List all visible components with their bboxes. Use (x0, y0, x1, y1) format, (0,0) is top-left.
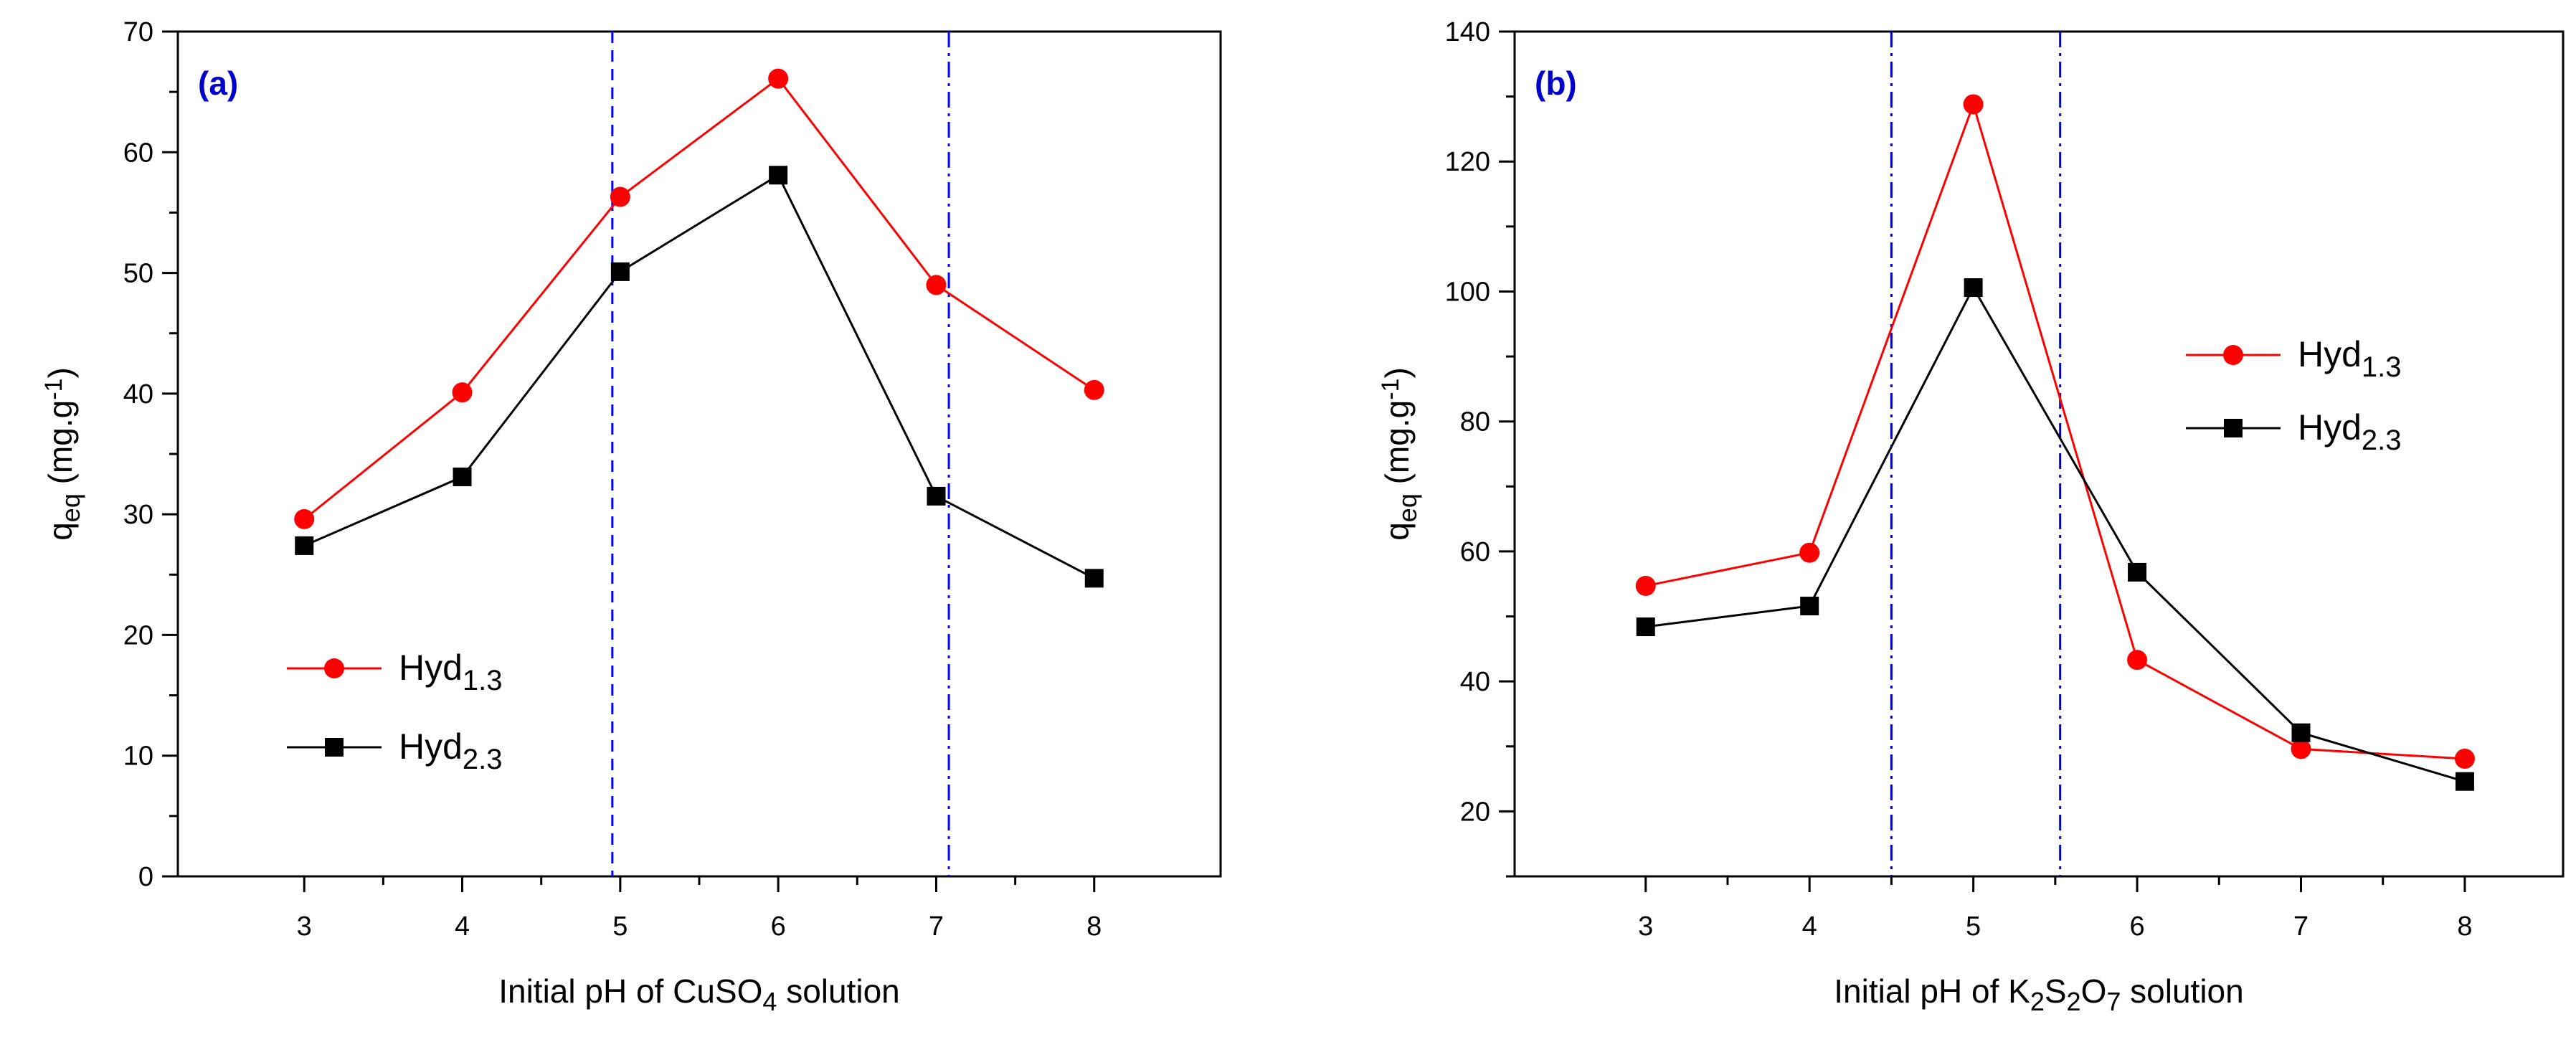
data-point-2.3 (2291, 723, 2311, 742)
x-tick-label: 7 (2293, 911, 2309, 942)
data-point-2.3 (769, 166, 788, 185)
legend-marker (2224, 419, 2243, 437)
x-tick-label: 5 (1966, 911, 1981, 942)
data-point-1.3 (2291, 739, 2311, 759)
y-axis-label: qeq (mg.g-1) (40, 367, 85, 541)
panel-label: (a) (198, 65, 238, 102)
data-point-1.3 (1799, 542, 1820, 563)
y-tick-label: 40 (123, 379, 153, 409)
y-tick-label: 0 (138, 862, 153, 892)
data-point-2.3 (295, 536, 314, 555)
chart-panel-b: 3 4 5 6 7 8 20 40 60 80 100 120 140 (b) Initial pH of … (1377, 17, 2565, 1016)
data-point-2.3 (2455, 772, 2474, 791)
x-axis-label: Initial pH of K2S2O7 solution (1834, 972, 2243, 1016)
data-point-1.3 (1084, 379, 1104, 400)
series-line-2.3 (303, 174, 1095, 579)
y-tick-label: 100 (1445, 277, 1490, 307)
y-tick-label: 10 (123, 742, 153, 772)
y-tick-label: 60 (1460, 537, 1490, 567)
data-point-2.3 (1964, 278, 1983, 298)
data-point-2.3 (453, 467, 472, 486)
x-tick-label: 3 (1638, 911, 1653, 942)
x-tick-label: 8 (2457, 911, 2472, 942)
x-tick-label: 4 (1802, 911, 1817, 942)
series-line-1.3 (303, 77, 1095, 521)
x-tick-label: 8 (1086, 911, 1102, 942)
data-point-1.3 (294, 508, 315, 529)
legend-marker (325, 738, 344, 757)
data-point-1.3 (768, 68, 789, 89)
y-tick-label: 40 (1460, 667, 1490, 697)
y-axis-label: qeq (mg.g-1) (1377, 367, 1421, 541)
data-point-1.3 (452, 382, 473, 403)
y-tick-label: 120 (1445, 147, 1490, 177)
y-tick-label: 30 (123, 500, 153, 530)
y-tick-label: 20 (123, 620, 153, 650)
data-point-2.3 (610, 262, 630, 281)
x-tick-label: 3 (297, 911, 312, 942)
data-point-2.3 (1084, 569, 1104, 588)
legend-label: Hyd2.3 (2298, 407, 2402, 456)
series-line-2.3 (1645, 285, 2466, 783)
x-axis-label: Initial pH of CuSO4 solution (498, 972, 900, 1016)
legend-label: Hyd1.3 (2298, 334, 2402, 383)
y-tick-label: 70 (123, 17, 153, 47)
plot-frame (1513, 30, 2565, 878)
legend-label: Hyd1.3 (399, 648, 503, 696)
y-tick-label: 140 (1445, 17, 1490, 47)
y-tick-label: 20 (1460, 797, 1490, 827)
data-point-1.3 (1963, 94, 1984, 115)
chart-panel-a: 3 4 5 6 7 8 0 10 20 30 40 50 60 70 (a) Initial pH of Cu… (40, 17, 1222, 1016)
y-tick-label: 80 (1460, 407, 1490, 437)
data-point-1.3 (926, 275, 947, 295)
data-point-2.3 (927, 486, 946, 506)
x-tick-label: 5 (612, 911, 628, 942)
legend-marker (324, 658, 344, 678)
data-point-2.3 (1800, 597, 1819, 616)
x-tick-label: 4 (455, 911, 470, 942)
data-point-1.3 (1635, 575, 1656, 596)
panel-label: (b) (1535, 65, 1577, 102)
y-tick-label: 60 (123, 138, 153, 168)
x-tick-label: 7 (929, 911, 944, 942)
legend-label: Hyd2.3 (399, 726, 503, 775)
data-point-2.3 (1636, 617, 1655, 637)
x-tick-label: 6 (2129, 911, 2144, 942)
data-point-1.3 (2127, 650, 2148, 671)
data-point-2.3 (2128, 562, 2147, 582)
x-tick-label: 6 (771, 911, 786, 942)
series-line-1.3 (1645, 100, 2466, 760)
y-tick-label: 50 (123, 259, 153, 289)
legend-marker (2223, 345, 2243, 365)
data-point-1.3 (610, 186, 630, 207)
data-point-1.3 (2454, 748, 2475, 769)
